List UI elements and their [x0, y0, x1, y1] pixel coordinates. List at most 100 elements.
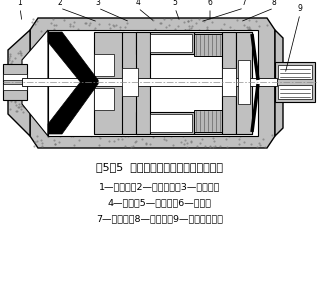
Bar	[48, 30, 258, 136]
Point	[14, 108, 19, 113]
Bar	[122, 32, 138, 134]
Point	[163, 25, 169, 30]
Point	[148, 142, 153, 147]
Point	[125, 133, 130, 138]
Point	[51, 26, 56, 31]
Point	[113, 23, 118, 27]
Point	[122, 25, 127, 30]
Point	[235, 18, 240, 22]
Point	[21, 64, 26, 68]
Point	[185, 27, 190, 32]
Point	[10, 79, 15, 84]
Point	[20, 75, 25, 80]
Point	[143, 142, 149, 147]
Point	[22, 90, 27, 95]
Point	[17, 102, 22, 107]
Point	[7, 68, 12, 73]
Point	[151, 134, 156, 139]
Point	[18, 104, 23, 108]
Bar	[94, 32, 124, 134]
Point	[183, 138, 188, 143]
Point	[51, 23, 56, 28]
Point	[72, 20, 77, 24]
Point	[227, 25, 232, 30]
Point	[211, 144, 216, 149]
Point	[244, 25, 249, 30]
Point	[265, 23, 270, 27]
Point	[167, 23, 172, 28]
Point	[10, 97, 15, 101]
Point	[148, 28, 153, 33]
Point	[231, 28, 237, 33]
Point	[18, 63, 23, 67]
Point	[262, 145, 267, 149]
Point	[39, 140, 45, 145]
Point	[88, 29, 93, 33]
Point	[180, 134, 186, 139]
Point	[9, 94, 14, 98]
Point	[93, 25, 98, 30]
Point	[226, 133, 231, 138]
Point	[76, 137, 81, 142]
Point	[210, 19, 215, 24]
Point	[245, 26, 250, 31]
Point	[178, 139, 183, 144]
Point	[12, 67, 17, 71]
Point	[221, 22, 227, 27]
Point	[74, 28, 79, 33]
Point	[111, 23, 116, 27]
Point	[18, 107, 23, 112]
Point	[218, 26, 223, 31]
Point	[71, 23, 76, 28]
Point	[33, 140, 38, 144]
Point	[162, 134, 167, 138]
Point	[8, 52, 13, 56]
Point	[177, 133, 182, 137]
Point	[162, 17, 167, 22]
Point	[57, 134, 62, 139]
Point	[22, 80, 28, 84]
Point	[96, 143, 101, 147]
Point	[247, 26, 252, 31]
Point	[236, 136, 241, 141]
Point	[130, 143, 135, 148]
Point	[202, 143, 207, 148]
Point	[13, 109, 18, 113]
Point	[193, 20, 198, 25]
Point	[87, 20, 92, 25]
Bar	[122, 68, 138, 96]
Point	[18, 53, 23, 57]
Bar	[194, 34, 224, 56]
Text: 5: 5	[173, 0, 178, 7]
Point	[15, 82, 20, 87]
Point	[21, 69, 26, 74]
Point	[144, 141, 149, 145]
Point	[8, 60, 13, 65]
Bar	[136, 112, 194, 134]
Point	[119, 133, 124, 138]
Point	[217, 143, 222, 148]
Point	[32, 21, 38, 26]
Point	[188, 17, 193, 22]
Point	[198, 141, 203, 145]
Point	[19, 67, 24, 71]
Point	[26, 93, 31, 97]
Point	[6, 58, 12, 62]
Polygon shape	[8, 30, 30, 136]
Point	[151, 18, 156, 22]
Point	[212, 139, 217, 143]
Point	[9, 99, 14, 103]
Point	[23, 96, 28, 100]
Point	[76, 27, 81, 31]
Point	[208, 143, 213, 148]
Point	[13, 81, 18, 86]
Point	[13, 67, 19, 72]
Point	[25, 55, 30, 60]
Point	[182, 28, 187, 32]
Point	[34, 138, 39, 143]
Point	[22, 63, 27, 67]
Text: 7: 7	[242, 0, 247, 7]
Point	[25, 69, 30, 73]
Bar	[94, 54, 114, 76]
Bar	[194, 32, 252, 46]
